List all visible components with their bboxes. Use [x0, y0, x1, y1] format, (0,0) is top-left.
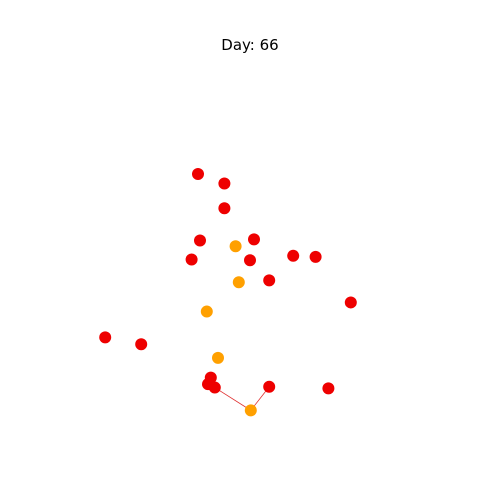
scatter-point-0-11 [99, 331, 112, 344]
scatter-point-0-8 [309, 250, 322, 263]
scatter-point-0-16 [263, 380, 276, 393]
scatter-point-0-5 [185, 253, 198, 266]
scatter-point-0-15 [208, 381, 221, 394]
scatter-point-1-2 [200, 305, 213, 318]
scatter-point-0-9 [263, 274, 276, 287]
scatter-point-0-4 [248, 233, 260, 246]
scatter-point-0-12 [135, 338, 148, 351]
scatter-point-1-4 [244, 404, 257, 417]
scatter-point-0-1 [218, 177, 231, 190]
scatter-point-0-2 [218, 202, 231, 215]
scatter-point-0-7 [287, 249, 300, 262]
chart-title: Day: 66 [221, 36, 279, 54]
scatter-point-0-6 [244, 254, 256, 267]
scatter-point-0-0 [192, 168, 204, 180]
scatter-point-0-3 [194, 234, 206, 247]
scatter-point-1-0 [229, 240, 242, 253]
edge-line-0 [214, 387, 252, 411]
scatter-point-0-10 [344, 296, 357, 309]
scatter-point-1-1 [232, 276, 245, 289]
scatter-point-1-3 [212, 351, 224, 364]
scatter-point-0-17 [322, 382, 335, 395]
